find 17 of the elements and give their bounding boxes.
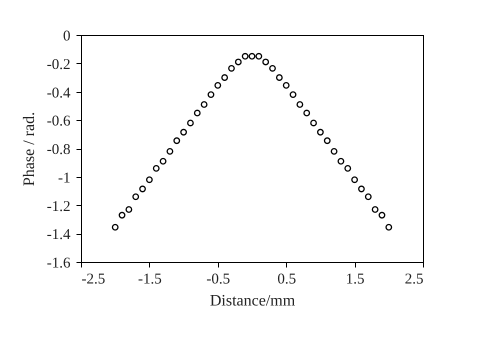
x-tick-label: 0.5 [277, 272, 296, 288]
x-tick-label: -0.5 [206, 272, 230, 288]
y-tick-label: -1.2 [46, 198, 70, 215]
y-tick-label: -0.6 [46, 114, 71, 130]
y-tick-label: -1 [58, 170, 70, 186]
x-tick-label: -1.5 [138, 272, 162, 288]
y-tick-label: -0.8 [46, 142, 70, 158]
y-axis-title: Phase / rad. [20, 112, 38, 186]
x-tick-label: 2.5 [404, 272, 424, 288]
y-tick-label: 0 [63, 28, 70, 44]
x-tick-label: -2.5 [82, 272, 106, 288]
y-tick-label: -1.6 [46, 256, 71, 272]
y-tick-label: -0.2 [46, 56, 70, 73]
y-tick-label: -1.4 [46, 227, 71, 244]
x-axis-title: Distance/mm [210, 292, 296, 310]
y-tick-label: -0.4 [46, 85, 71, 102]
x-tick-label: 1.5 [346, 272, 364, 288]
